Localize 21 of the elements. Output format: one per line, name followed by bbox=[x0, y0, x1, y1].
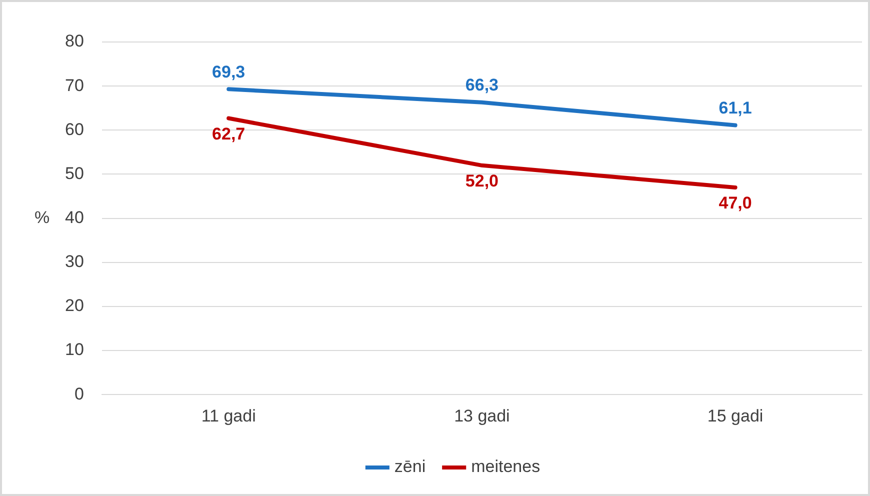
y-tick-label: 70 bbox=[64, 76, 84, 95]
y-tick-label: 20 bbox=[64, 296, 84, 316]
y-tick-label: 0 bbox=[74, 384, 84, 404]
data-label: 52,0 bbox=[465, 172, 498, 191]
data-label: 47,0 bbox=[718, 194, 752, 213]
y-tick-label: 10 bbox=[64, 340, 84, 360]
y-axis-title: % bbox=[34, 208, 50, 227]
y-tick-label: 60 bbox=[64, 120, 84, 139]
y-tick-label: 30 bbox=[64, 252, 84, 272]
legend-label: zēni bbox=[394, 457, 426, 476]
x-tick-label: 11 gadi bbox=[201, 406, 256, 426]
data-label: 61,1 bbox=[718, 98, 752, 118]
legend-label: meitenes bbox=[471, 457, 540, 476]
data-label: 62,7 bbox=[212, 124, 246, 144]
data-label: 66,3 bbox=[465, 76, 498, 95]
y-tick-label: 40 bbox=[64, 208, 84, 227]
x-tick-label: 15 gadi bbox=[707, 406, 764, 426]
data-label: 69,3 bbox=[212, 62, 246, 82]
x-tick-label: 13 gadi bbox=[454, 406, 510, 426]
y-tick-label: 80 bbox=[64, 32, 84, 51]
y-tick-label: 50 bbox=[64, 164, 84, 183]
